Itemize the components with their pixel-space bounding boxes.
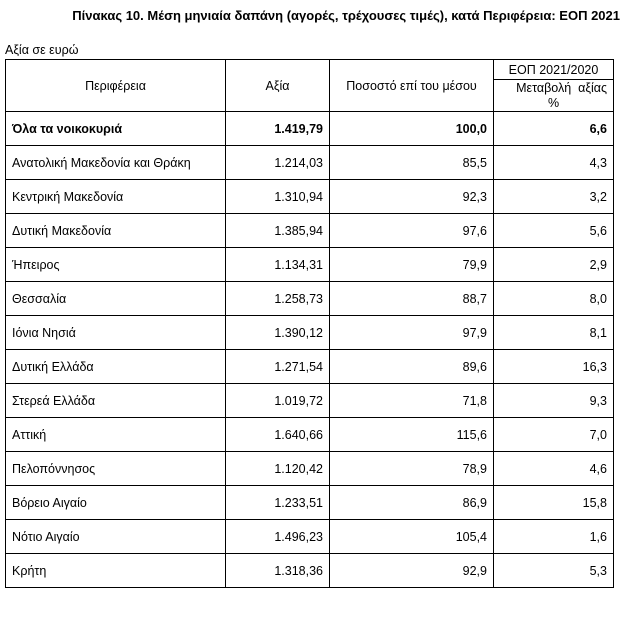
change-cell: 8,1 (493, 315, 614, 350)
change-cell: 16,3 (493, 349, 614, 384)
table-row: Ήπειρος 1.134,31 79,9 2,9 (5, 247, 614, 282)
header-value: Αξία (225, 59, 330, 112)
table-row: Κεντρική Μακεδονία 1.310,94 92,3 3,2 (5, 179, 614, 214)
percent-cell: 92,3 (329, 179, 494, 214)
percent-cell: 105,4 (329, 519, 494, 554)
table-row: Δυτική Ελλάδα 1.271,54 89,6 16,3 (5, 349, 614, 384)
change-cell: 4,3 (493, 145, 614, 180)
percent-cell: 97,9 (329, 315, 494, 350)
table-row: Αττική 1.640,66 115,6 7,0 (5, 417, 614, 452)
header-change-label: Μεταβολή αξίας (516, 80, 607, 95)
header-region: Περιφέρεια (5, 59, 226, 112)
change-cell: 8,0 (493, 281, 614, 316)
percent-cell: 85,5 (329, 145, 494, 180)
change-cell: 9,3 (493, 383, 614, 418)
table-row: Βόρειο Αιγαίο 1.233,51 86,9 15,8 (5, 485, 614, 520)
region-cell: Θεσσαλία (5, 281, 226, 316)
expenditure-table: Περιφέρεια Αξία Ποσοστό επί του μέσου ΕΟ… (5, 59, 614, 588)
percent-cell: 79,9 (329, 247, 494, 282)
value-cell: 1.134,31 (225, 247, 330, 282)
percent-cell: 71,8 (329, 383, 494, 418)
region-cell: Νότιο Αιγαίο (5, 519, 226, 554)
region-cell: Στερεά Ελλάδα (5, 383, 226, 418)
table-row: Νότιο Αιγαίο 1.496,23 105,4 1,6 (5, 519, 614, 554)
region-cell: Ιόνια Νησιά (5, 315, 226, 350)
change-cell: 7,0 (493, 417, 614, 452)
table-row: Στερεά Ελλάδα 1.019,72 71,8 9,3 (5, 383, 614, 418)
region-cell: Αττική (5, 417, 226, 452)
value-cell: 1.019,72 (225, 383, 330, 418)
change-cell: 1,6 (493, 519, 614, 554)
change-cell: 6,6 (493, 111, 614, 146)
percent-cell: 92,9 (329, 553, 494, 588)
value-cell: 1.310,94 (225, 179, 330, 214)
change-cell: 2,9 (493, 247, 614, 282)
region-cell: Βόρειο Αιγαίο (5, 485, 226, 520)
change-cell: 4,6 (493, 451, 614, 486)
table-row: Θεσσαλία 1.258,73 88,7 8,0 (5, 281, 614, 316)
header-change: Μεταβολή αξίας % (493, 79, 614, 112)
region-cell: Κεντρική Μακεδονία (5, 179, 226, 214)
region-cell: Κρήτη (5, 553, 226, 588)
value-cell: 1.318,36 (225, 553, 330, 588)
table-row: Ανατολική Μακεδονία και Θράκη 1.214,03 85,… (5, 145, 614, 180)
value-cell: 1.390,12 (225, 315, 330, 350)
change-cell: 3,2 (493, 179, 614, 214)
value-cell: 1.496,23 (225, 519, 330, 554)
region-cell: Ανατολική Μακεδονία και Θράκη (5, 145, 226, 180)
total-row: Όλα τα νοικοκυριά 1.419,79 100,0 6,6 (5, 111, 614, 146)
value-cell: 1.120,42 (225, 451, 330, 486)
table-row: Δυτική Μακεδονία 1.385,94 97,6 5,6 (5, 213, 614, 248)
value-cell: 1.258,73 (225, 281, 330, 316)
change-cell: 5,6 (493, 213, 614, 248)
region-cell: Όλα τα νοικοκυριά (5, 111, 226, 146)
percent-cell: 88,7 (329, 281, 494, 316)
percent-cell: 78,9 (329, 451, 494, 486)
value-cell: 1.271,54 (225, 349, 330, 384)
region-cell: Δυτική Μακεδονία (5, 213, 226, 248)
table-row: Ιόνια Νησιά 1.390,12 97,9 8,1 (5, 315, 614, 350)
percent-cell: 86,9 (329, 485, 494, 520)
table-title: Πίνακας 10. Μέση μηνιαία δαπάνη (αγορές,… (72, 8, 620, 23)
percent-cell: 100,0 (329, 111, 494, 146)
region-cell: Ήπειρος (5, 247, 226, 282)
table-row: Πελοπόννησος 1.120,42 78,9 4,6 (5, 451, 614, 486)
header-change-unit: % (547, 95, 560, 110)
header-group: ΕΟΠ 2021/2020 (493, 59, 614, 80)
unit-note: Αξία σε ευρώ (5, 43, 79, 57)
percent-cell: 97,6 (329, 213, 494, 248)
percent-cell: 89,6 (329, 349, 494, 384)
value-cell: 1.640,66 (225, 417, 330, 452)
value-cell: 1.214,03 (225, 145, 330, 180)
header-percent-of-mean: Ποσοστό επί του μέσου (329, 59, 494, 112)
value-cell: 1.385,94 (225, 213, 330, 248)
table-row: Κρήτη 1.318,36 92,9 5,3 (5, 553, 614, 588)
change-cell: 15,8 (493, 485, 614, 520)
region-cell: Δυτική Ελλάδα (5, 349, 226, 384)
value-cell: 1.233,51 (225, 485, 330, 520)
change-cell: 5,3 (493, 553, 614, 588)
value-cell: 1.419,79 (225, 111, 330, 146)
percent-cell: 115,6 (329, 417, 494, 452)
region-cell: Πελοπόννησος (5, 451, 226, 486)
